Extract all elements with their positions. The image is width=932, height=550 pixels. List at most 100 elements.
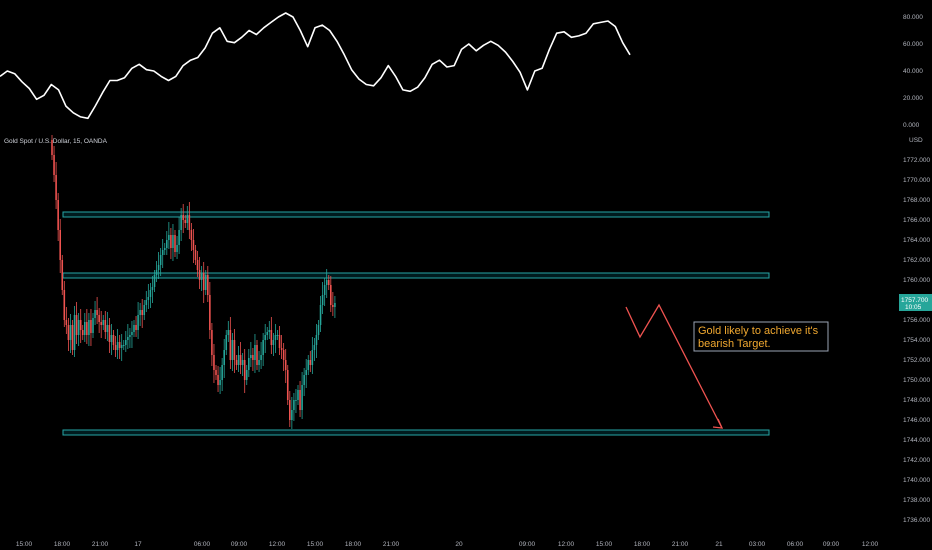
time-tick-label: 18:00 [634, 541, 651, 548]
candle-body [297, 390, 299, 400]
support-zone [62, 429, 770, 436]
candle-body [321, 295, 324, 305]
price-marker-time: 10:05 [905, 304, 922, 311]
candle-body [334, 303, 336, 307]
candle-body [176, 245, 178, 252]
candle-body [229, 330, 232, 360]
candle-body [293, 400, 295, 410]
time-tick-label: 17 [134, 541, 142, 548]
candle-body [125, 340, 127, 345]
candle-body [166, 240, 168, 248]
candle-body [127, 337, 129, 340]
time-tick-label: 18:00 [54, 541, 71, 548]
candle-body [90, 320, 92, 333]
time-tick-label: 12:00 [862, 541, 879, 548]
candle-body [84, 322, 86, 335]
candle-body [147, 297, 150, 300]
candle-body [153, 275, 156, 287]
candle-body [266, 332, 269, 335]
candle-body [280, 348, 283, 350]
candle-body [260, 355, 262, 360]
resistance-zone-lower [62, 272, 770, 279]
annotation-box: Gold likely to achieve it's bearish Targ… [693, 321, 829, 352]
candle-body [332, 305, 334, 307]
candle-body [299, 390, 301, 410]
candle-body [202, 273, 205, 290]
candle-body [104, 320, 107, 332]
candle-body [264, 335, 266, 340]
candle-body [110, 335, 113, 342]
candle-body [55, 175, 57, 200]
candle-body [114, 345, 117, 350]
candle-body [252, 355, 254, 360]
candle-body [289, 400, 291, 420]
candle-body [243, 360, 246, 380]
price-tick-label: 1740.000 [903, 477, 930, 484]
time-tick-label: 20 [455, 541, 463, 548]
candle-body [53, 155, 55, 175]
candle-body [88, 320, 90, 335]
candle-body [211, 330, 213, 355]
candle-body [182, 215, 184, 220]
candle-body [258, 360, 260, 365]
candle-body [186, 215, 189, 223]
candle-body [274, 335, 277, 340]
candle-body [102, 320, 105, 325]
candle-body [204, 275, 207, 290]
candle-body [235, 360, 238, 365]
candle-body [145, 300, 148, 305]
price-tick-label: 1762.000 [903, 257, 930, 264]
currency-label: USD [909, 137, 923, 144]
candle-body [151, 287, 154, 290]
candle-body [143, 305, 146, 315]
candle-body [227, 330, 230, 335]
time-tick-label: 03:00 [749, 541, 766, 548]
candle-body [256, 345, 258, 365]
candle-body [73, 315, 76, 350]
price-tick-label: 1760.000 [903, 277, 930, 284]
candle-body [200, 273, 203, 280]
candle-body [237, 355, 240, 365]
time-tick-label: 15:00 [596, 541, 613, 548]
time-tick-label: 21 [715, 541, 723, 548]
candle-body [248, 358, 250, 370]
candle-body [307, 360, 310, 370]
candle-body [98, 315, 100, 322]
candle-body [79, 320, 82, 330]
candle-body [219, 380, 221, 385]
oscillator-pane [0, 12, 631, 120]
candle-body [155, 270, 158, 275]
candle-body [75, 315, 78, 335]
candle-body [192, 240, 195, 250]
candle-body [81, 330, 84, 335]
candle-body [305, 370, 307, 375]
candle-body [180, 215, 182, 230]
price-tick-label: 1748.000 [903, 397, 930, 404]
candle-body [129, 335, 131, 337]
candle-body [291, 410, 293, 420]
candle-body [149, 290, 152, 297]
candle-body [286, 370, 289, 400]
candle-body [51, 140, 53, 155]
price-axes: 80.000 60.000 40.000 20.000 0.000 1772.000 177… [16, 14, 932, 548]
price-tick-label: 1770.000 [903, 177, 930, 184]
price-marker [899, 294, 932, 311]
oscillator-line [0, 12, 631, 120]
annotation-line-2: bearish Target. [698, 338, 771, 350]
candle-body [184, 220, 187, 223]
price-tick-label: 1738.000 [903, 497, 930, 504]
candle-body [131, 332, 133, 335]
candle-body [327, 280, 330, 285]
annotation-line-1: Gold likely to achieve it's [698, 325, 819, 337]
price-tick-label: 1744.000 [903, 437, 930, 444]
candle-body [330, 285, 332, 305]
candle-body [86, 322, 88, 335]
candle-body [61, 260, 64, 290]
candle-body [139, 310, 141, 315]
candle-body [325, 280, 328, 285]
candle-body [295, 400, 297, 401]
candle-body [217, 375, 219, 385]
candle-body [311, 350, 314, 365]
candle-body [221, 365, 223, 380]
candlestick-series [51, 135, 336, 429]
